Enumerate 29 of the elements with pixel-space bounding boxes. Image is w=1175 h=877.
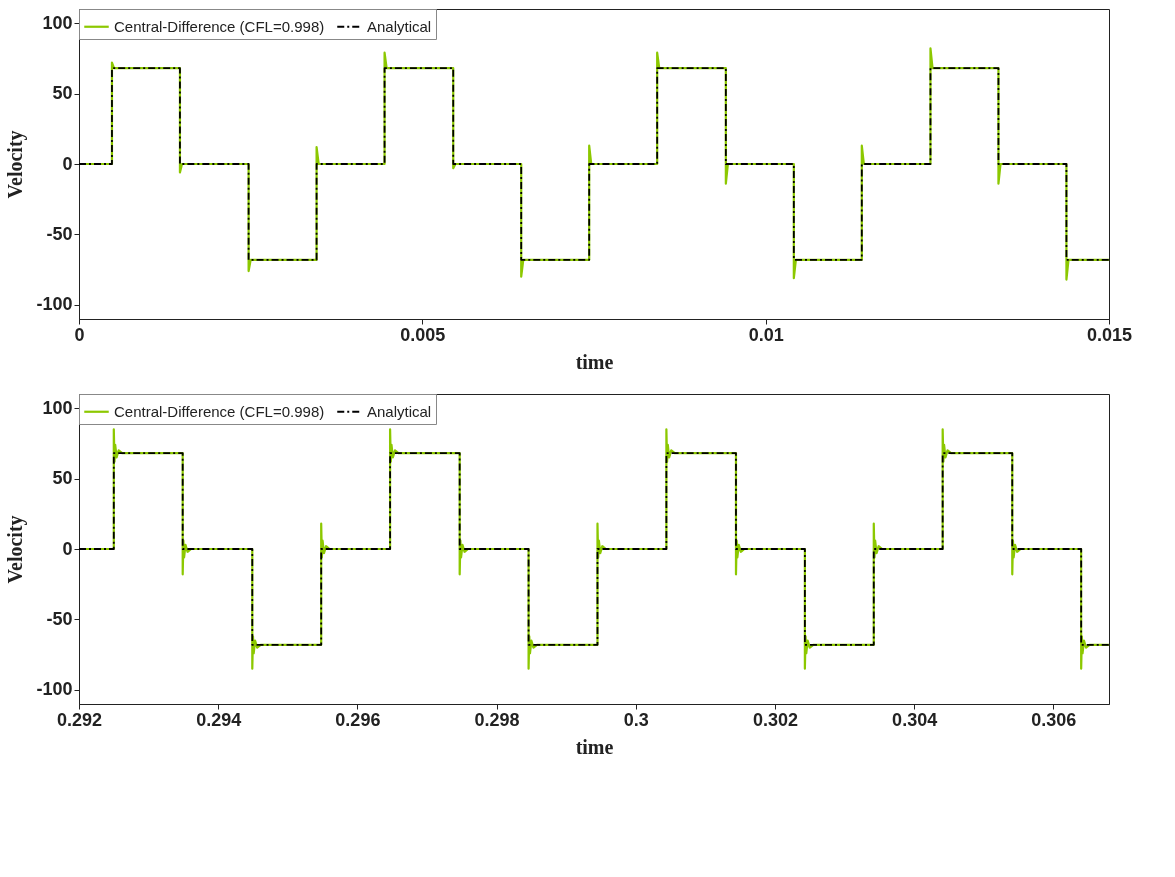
x-tick-label: 0.296 <box>335 709 381 730</box>
y-tick-label: -50 <box>46 608 73 629</box>
y-tick-label: 0 <box>62 538 73 559</box>
y-tick-label: -100 <box>36 294 73 315</box>
x-tick-label: 0.005 <box>400 324 446 345</box>
y-tick-label: 50 <box>52 468 73 489</box>
x-tick-label: 0.01 <box>748 324 784 345</box>
y-tick-label: 100 <box>42 397 73 418</box>
legend-label: Analytical <box>367 17 432 35</box>
x-tick-label: 0.3 <box>623 709 649 730</box>
y-tick-label: -50 <box>46 223 73 244</box>
x-tick-label: 0.292 <box>56 709 103 730</box>
x-tick-label: 0.302 <box>752 709 798 730</box>
y-tick-label: 100 <box>42 12 73 33</box>
legend-label: Central-Difference (CFL=0.998) <box>114 402 325 420</box>
y-tick-label: -100 <box>36 679 73 700</box>
legend-label: Central-Difference (CFL=0.998) <box>114 17 325 35</box>
x-tick-label: 0.306 <box>1031 709 1077 730</box>
x-tick-label: 0.294 <box>196 709 242 730</box>
x-axis-title: time <box>575 350 614 373</box>
x-axis-title: time <box>575 735 614 758</box>
x-tick-label: 0.298 <box>474 709 520 730</box>
x-tick-label: 0.304 <box>892 709 938 730</box>
legend-label: Analytical <box>367 402 432 420</box>
y-axis-title: Velocity <box>4 130 28 199</box>
y-axis-title: Velocity <box>4 515 28 584</box>
y-tick-label: 0 <box>62 153 73 174</box>
x-tick-label: 0.015 <box>1086 324 1133 345</box>
y-tick-label: 50 <box>52 83 73 104</box>
